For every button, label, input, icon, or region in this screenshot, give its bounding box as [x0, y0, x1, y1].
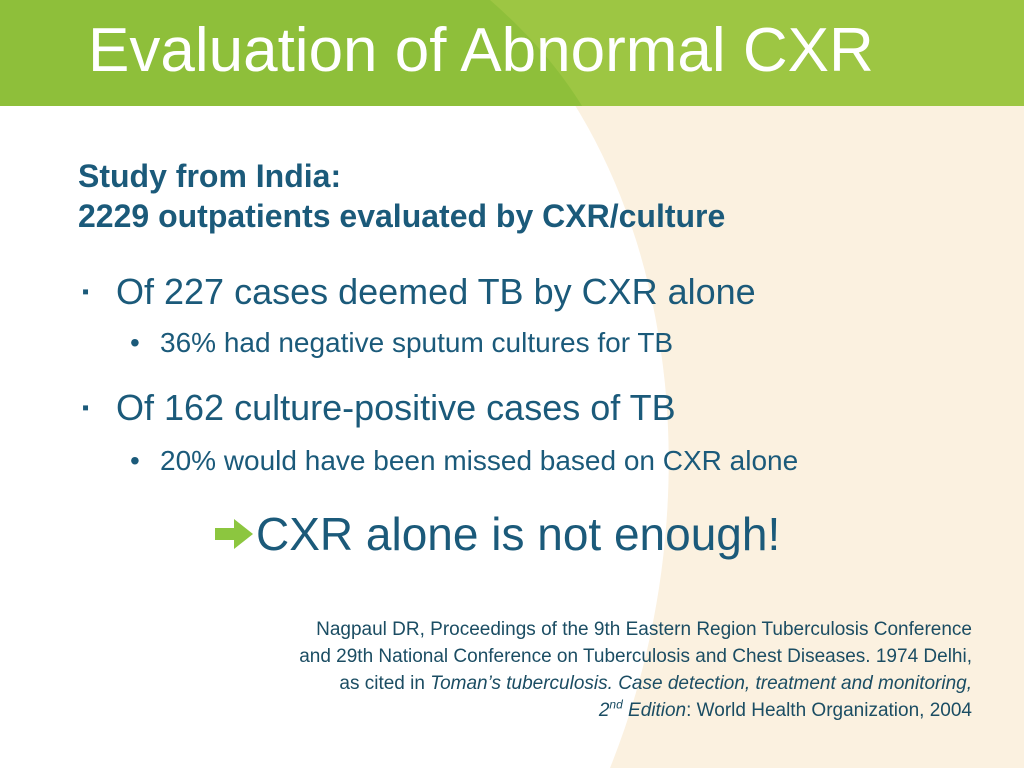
conclusion-text: CXR alone is not enough!	[256, 508, 781, 560]
sub-bullet-text-2: 20% would have been missed based on CXR …	[160, 445, 799, 476]
dot-bullet-icon: •	[130, 445, 140, 476]
citation: Nagpaul DR, Proceedings of the 9th Easte…	[152, 616, 972, 724]
citation-publisher: : World Health Organization, 2004	[686, 700, 972, 721]
title-bar-background	[0, 0, 1024, 106]
citation-edition-suffix: nd	[609, 697, 623, 712]
citation-line3: as cited in Toman’s tuberculosis. Case d…	[152, 670, 972, 697]
citation-line2: and 29th National Conference on Tubercul…	[299, 646, 972, 667]
bullet-item-2: ▪ Of 162 culture-positive cases of TB	[82, 388, 676, 428]
conclusion-line: CXR alone is not enough!	[212, 506, 780, 562]
citation-line4: 2nd Edition: World Health Organization, …	[152, 697, 972, 724]
square-bullet-icon: ▪	[82, 397, 90, 419]
citation-line3-prefix: as cited in	[339, 673, 431, 694]
sub-bullet-text-1: 36% had negative sputum cultures for TB	[160, 327, 674, 358]
study-heading-line2: 2229 outpatients evaluated by CXR/cultur…	[78, 198, 726, 234]
bullet-text-2: Of 162 culture-positive cases of TB	[116, 387, 676, 428]
cream-arc-shape	[490, 0, 1024, 768]
citation-edition-number: 2	[598, 700, 610, 721]
sub-bullet-item-1: • 36% had negative sputum cultures for TB	[130, 326, 673, 360]
title-bar: Evaluation of Abnormal CXR	[0, 0, 1024, 106]
right-arrow-icon	[215, 519, 253, 549]
citation-line1: Nagpaul DR, Proceedings of the 9th Easte…	[316, 619, 972, 640]
study-heading: Study from India: 2229 outpatients evalu…	[78, 156, 725, 236]
dot-bullet-icon: •	[130, 327, 140, 358]
sub-bullet-item-2: • 20% would have been missed based on CXR…	[130, 444, 798, 478]
citation-edition-word: Edition	[622, 700, 687, 721]
square-bullet-icon: ▪	[82, 281, 90, 303]
citation-book-title: Toman’s tuberculosis. Case detection, tr…	[430, 673, 972, 694]
bullet-item-1: ▪ Of 227 cases deemed TB by CXR alone	[82, 272, 756, 312]
bullet-text-1: Of 227 cases deemed TB by CXR alone	[116, 271, 756, 312]
slide-title: Evaluation of Abnormal CXR	[88, 16, 874, 85]
study-heading-line1: Study from India:	[78, 158, 342, 194]
